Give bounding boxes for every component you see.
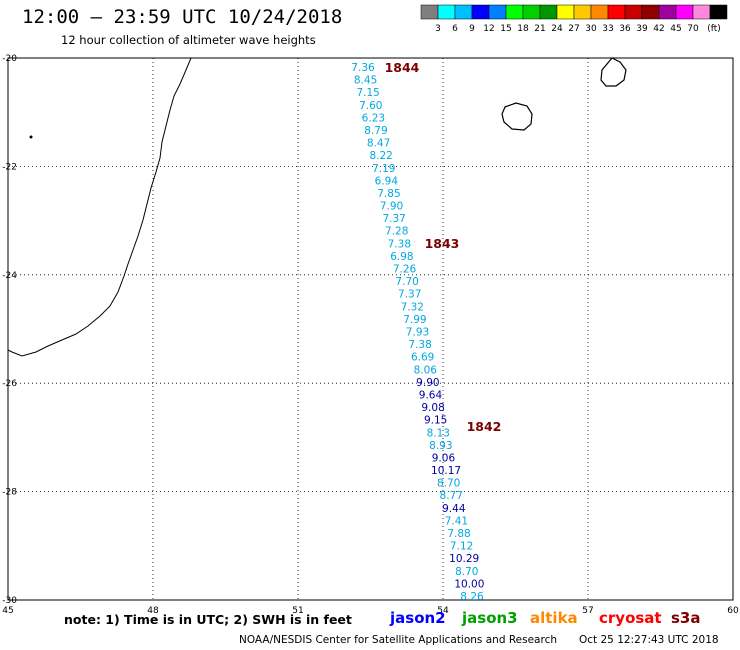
swh-value: 8.70 — [455, 566, 478, 578]
swh-value: 7.88 — [447, 528, 470, 540]
swh-value: 7.90 — [380, 201, 403, 213]
mauritius-island — [600, 57, 627, 87]
swh-value: 9.44 — [442, 503, 466, 515]
legend-label: 6 — [452, 24, 458, 34]
lon-tick-label: 48 — [147, 606, 159, 616]
legend-label: 27 — [568, 24, 579, 34]
swh-value: 10.00 — [454, 578, 484, 590]
swh-value: 8.79 — [364, 125, 387, 137]
swh-value: 7.85 — [377, 188, 400, 200]
sat-jason3: jason3 — [462, 609, 518, 627]
lat-tick-label: -20 — [2, 54, 17, 64]
legend-label: 30 — [585, 24, 597, 34]
legend-label: 12 — [483, 24, 494, 34]
swh-value: 7.41 — [445, 515, 468, 527]
legend-label: 3 — [435, 24, 441, 34]
swh-value: 7.37 — [382, 213, 405, 225]
color-legend: 3 6 9 12 15 18 21 24 27 30 33 36 39 42 45 70 (ft) — [420, 4, 728, 34]
legend-label: 24 — [551, 24, 563, 34]
swh-value: 9.15 — [424, 415, 447, 427]
lon-tick-label: 57 — [582, 606, 593, 616]
swh-value: 7.93 — [406, 327, 429, 339]
madagascar-coastline — [7, 57, 192, 357]
legend-unit: (ft) — [707, 24, 721, 34]
lon-tick-label: 54 — [437, 606, 449, 616]
swh-value: 8.13 — [427, 427, 450, 439]
swh-value: 6.94 — [375, 175, 399, 187]
map-frame — [7, 57, 734, 601]
swh-value: 7.32 — [401, 301, 424, 313]
sat-jason2: jason2 — [390, 609, 446, 627]
lon-tick-label: 60 — [727, 606, 739, 616]
page-subtitle: 12 hour collection of altimeter wave hei… — [61, 33, 316, 47]
swh-value: 8.06 — [414, 364, 438, 376]
swh-value: 7.99 — [403, 314, 426, 326]
lon-tick-label: 51 — [292, 606, 303, 616]
legend-label: 36 — [619, 24, 631, 34]
small-islet — [29, 135, 33, 139]
legend-label: 33 — [602, 24, 613, 34]
swh-value: 7.37 — [398, 289, 421, 301]
swh-value: 7.70 — [395, 276, 418, 288]
swh-value: 8.77 — [440, 490, 463, 502]
legend-label: 70 — [687, 24, 699, 34]
swh-value: 8.93 — [429, 440, 452, 452]
swh-value: 8.45 — [354, 75, 377, 87]
legend-label: 42 — [653, 24, 664, 34]
legend-label: 9 — [469, 24, 475, 34]
swh-value: 10.17 — [431, 465, 461, 477]
swh-value: 9.90 — [416, 377, 439, 389]
legend-label: 15 — [500, 24, 511, 34]
swh-value: 8.70 — [437, 478, 460, 490]
swh-value: 7.60 — [359, 100, 382, 112]
sat-altika: altika — [530, 609, 578, 627]
legend-label: 18 — [517, 24, 529, 34]
legend-swatch — [709, 4, 728, 20]
lat-tick-label: -28 — [2, 488, 17, 498]
pass-label: 1843 — [425, 236, 460, 251]
legend-label: 39 — [636, 24, 648, 34]
swh-value: 9.08 — [421, 402, 444, 414]
sat-cryosat: cryosat — [599, 609, 662, 627]
page-title: 12:00 – 23:59 UTC 10/24/2018 — [22, 6, 343, 28]
lat-tick-label: -24 — [2, 271, 17, 281]
swh-value: 10.29 — [449, 553, 479, 565]
swh-value: 7.12 — [450, 541, 473, 553]
swh-value: 8.22 — [369, 150, 392, 162]
legend-label: 45 — [670, 24, 681, 34]
swh-value: 9.64 — [419, 389, 443, 401]
swh-value: 7.26 — [393, 264, 417, 276]
lat-tick-label: -30 — [2, 596, 17, 606]
swh-value: 7.38 — [408, 339, 431, 351]
lat-tick-label: -22 — [2, 162, 17, 172]
swh-value: 8.26 — [460, 591, 484, 603]
timestamp-text: Oct 25 12:27:43 UTC 2018 — [579, 634, 719, 646]
swh-value: 7.36 — [351, 62, 375, 74]
swh-value: 6.98 — [390, 251, 413, 263]
note-text: note: 1) Time is in UTC; 2) SWH is in fe… — [64, 612, 352, 627]
swh-value: 9.06 — [432, 452, 456, 464]
lat-tick-label: -26 — [2, 379, 17, 389]
swh-value: 8.47 — [367, 138, 390, 150]
swh-value: 7.15 — [356, 87, 379, 99]
swh-value: 7.38 — [388, 238, 411, 250]
swh-value: 7.28 — [385, 226, 408, 238]
pass-label: 1844 — [385, 60, 420, 75]
reunion-island — [501, 102, 533, 131]
credit-text: NOAA/NESDIS Center for Satellite Applica… — [239, 634, 557, 646]
lon-tick-label: 45 — [2, 606, 13, 616]
pass-label: 1842 — [467, 419, 502, 434]
sat-s3a: s3a — [671, 609, 701, 627]
swh-value: 6.69 — [411, 352, 434, 364]
swh-value: 7.19 — [372, 163, 395, 175]
swh-value: 6.23 — [362, 112, 385, 124]
legend-label: 21 — [534, 24, 545, 34]
